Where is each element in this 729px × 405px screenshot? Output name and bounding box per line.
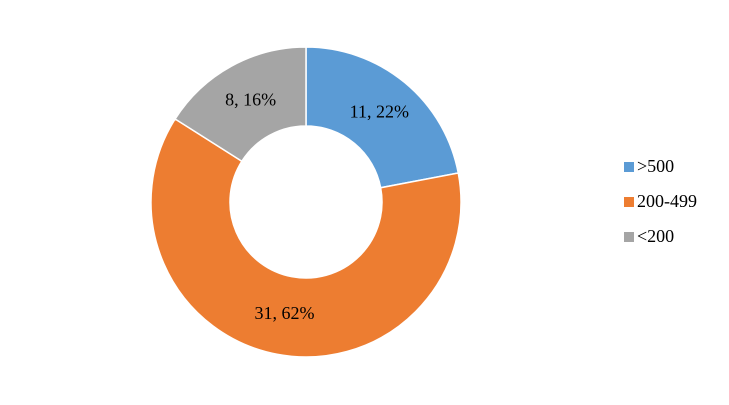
donut-slice [174,46,307,163]
legend-label: <200 [637,226,674,246]
data-label: 8, 16% [225,89,276,109]
legend-swatch [624,162,634,172]
donut-slice [305,46,460,189]
donut-slice [150,117,462,358]
data-label: 11, 22% [350,102,409,122]
legend-swatch [624,232,634,242]
legend-label: 200-499 [637,191,697,211]
legend-label: >500 [637,156,674,176]
legend-swatch [624,197,634,207]
data-label: 31, 62% [254,303,314,323]
